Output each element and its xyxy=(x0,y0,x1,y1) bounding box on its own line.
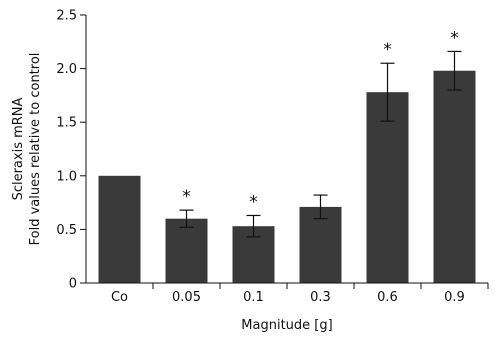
error-bar xyxy=(313,194,328,220)
error-bar xyxy=(179,209,194,228)
y-tick-label: 0 xyxy=(69,277,77,292)
significance-marker: * xyxy=(182,187,191,207)
x-tick-label: 0.1 xyxy=(243,290,264,305)
y-axis-title-line-2: Fold values relative to control xyxy=(28,53,43,246)
x-tick-label: 0.05 xyxy=(172,290,201,305)
y-tick-label: 1.0 xyxy=(56,169,77,184)
y-axis-title: Scleraxis mRNA Fold values relative to c… xyxy=(11,53,43,246)
x-tick-label: 0.3 xyxy=(310,290,331,305)
significance-marker: * xyxy=(450,28,459,48)
y-tick-label: 1.5 xyxy=(56,116,77,131)
significance-marker: * xyxy=(383,40,392,60)
bar xyxy=(299,206,342,283)
y-axis: 0 0.5 1.0 1.5 2.0 2.5 xyxy=(56,9,86,292)
y-tick-label: 2.5 xyxy=(56,9,77,24)
x-axis-title: Magnitude [g] xyxy=(241,318,332,333)
x-axis: Co 0.05 0.1 0.3 0.6 0.9 xyxy=(111,283,489,305)
x-tick-label: 0.6 xyxy=(377,290,398,305)
y-tick-label: 0.5 xyxy=(56,223,77,238)
significance-marker: * xyxy=(249,192,258,212)
y-axis-title-line-1: Scleraxis mRNA xyxy=(11,97,26,200)
error-bar xyxy=(447,50,462,91)
bar xyxy=(165,218,208,283)
bar xyxy=(433,70,476,283)
bar xyxy=(98,175,141,283)
error-bar xyxy=(380,62,395,122)
x-tick-label: Co xyxy=(111,290,128,305)
x-tick-label: 0.9 xyxy=(444,290,465,305)
error-bar xyxy=(246,214,261,238)
y-tick-label: 2.0 xyxy=(56,62,77,77)
bars: * * * * xyxy=(98,28,476,284)
bar xyxy=(366,92,409,284)
